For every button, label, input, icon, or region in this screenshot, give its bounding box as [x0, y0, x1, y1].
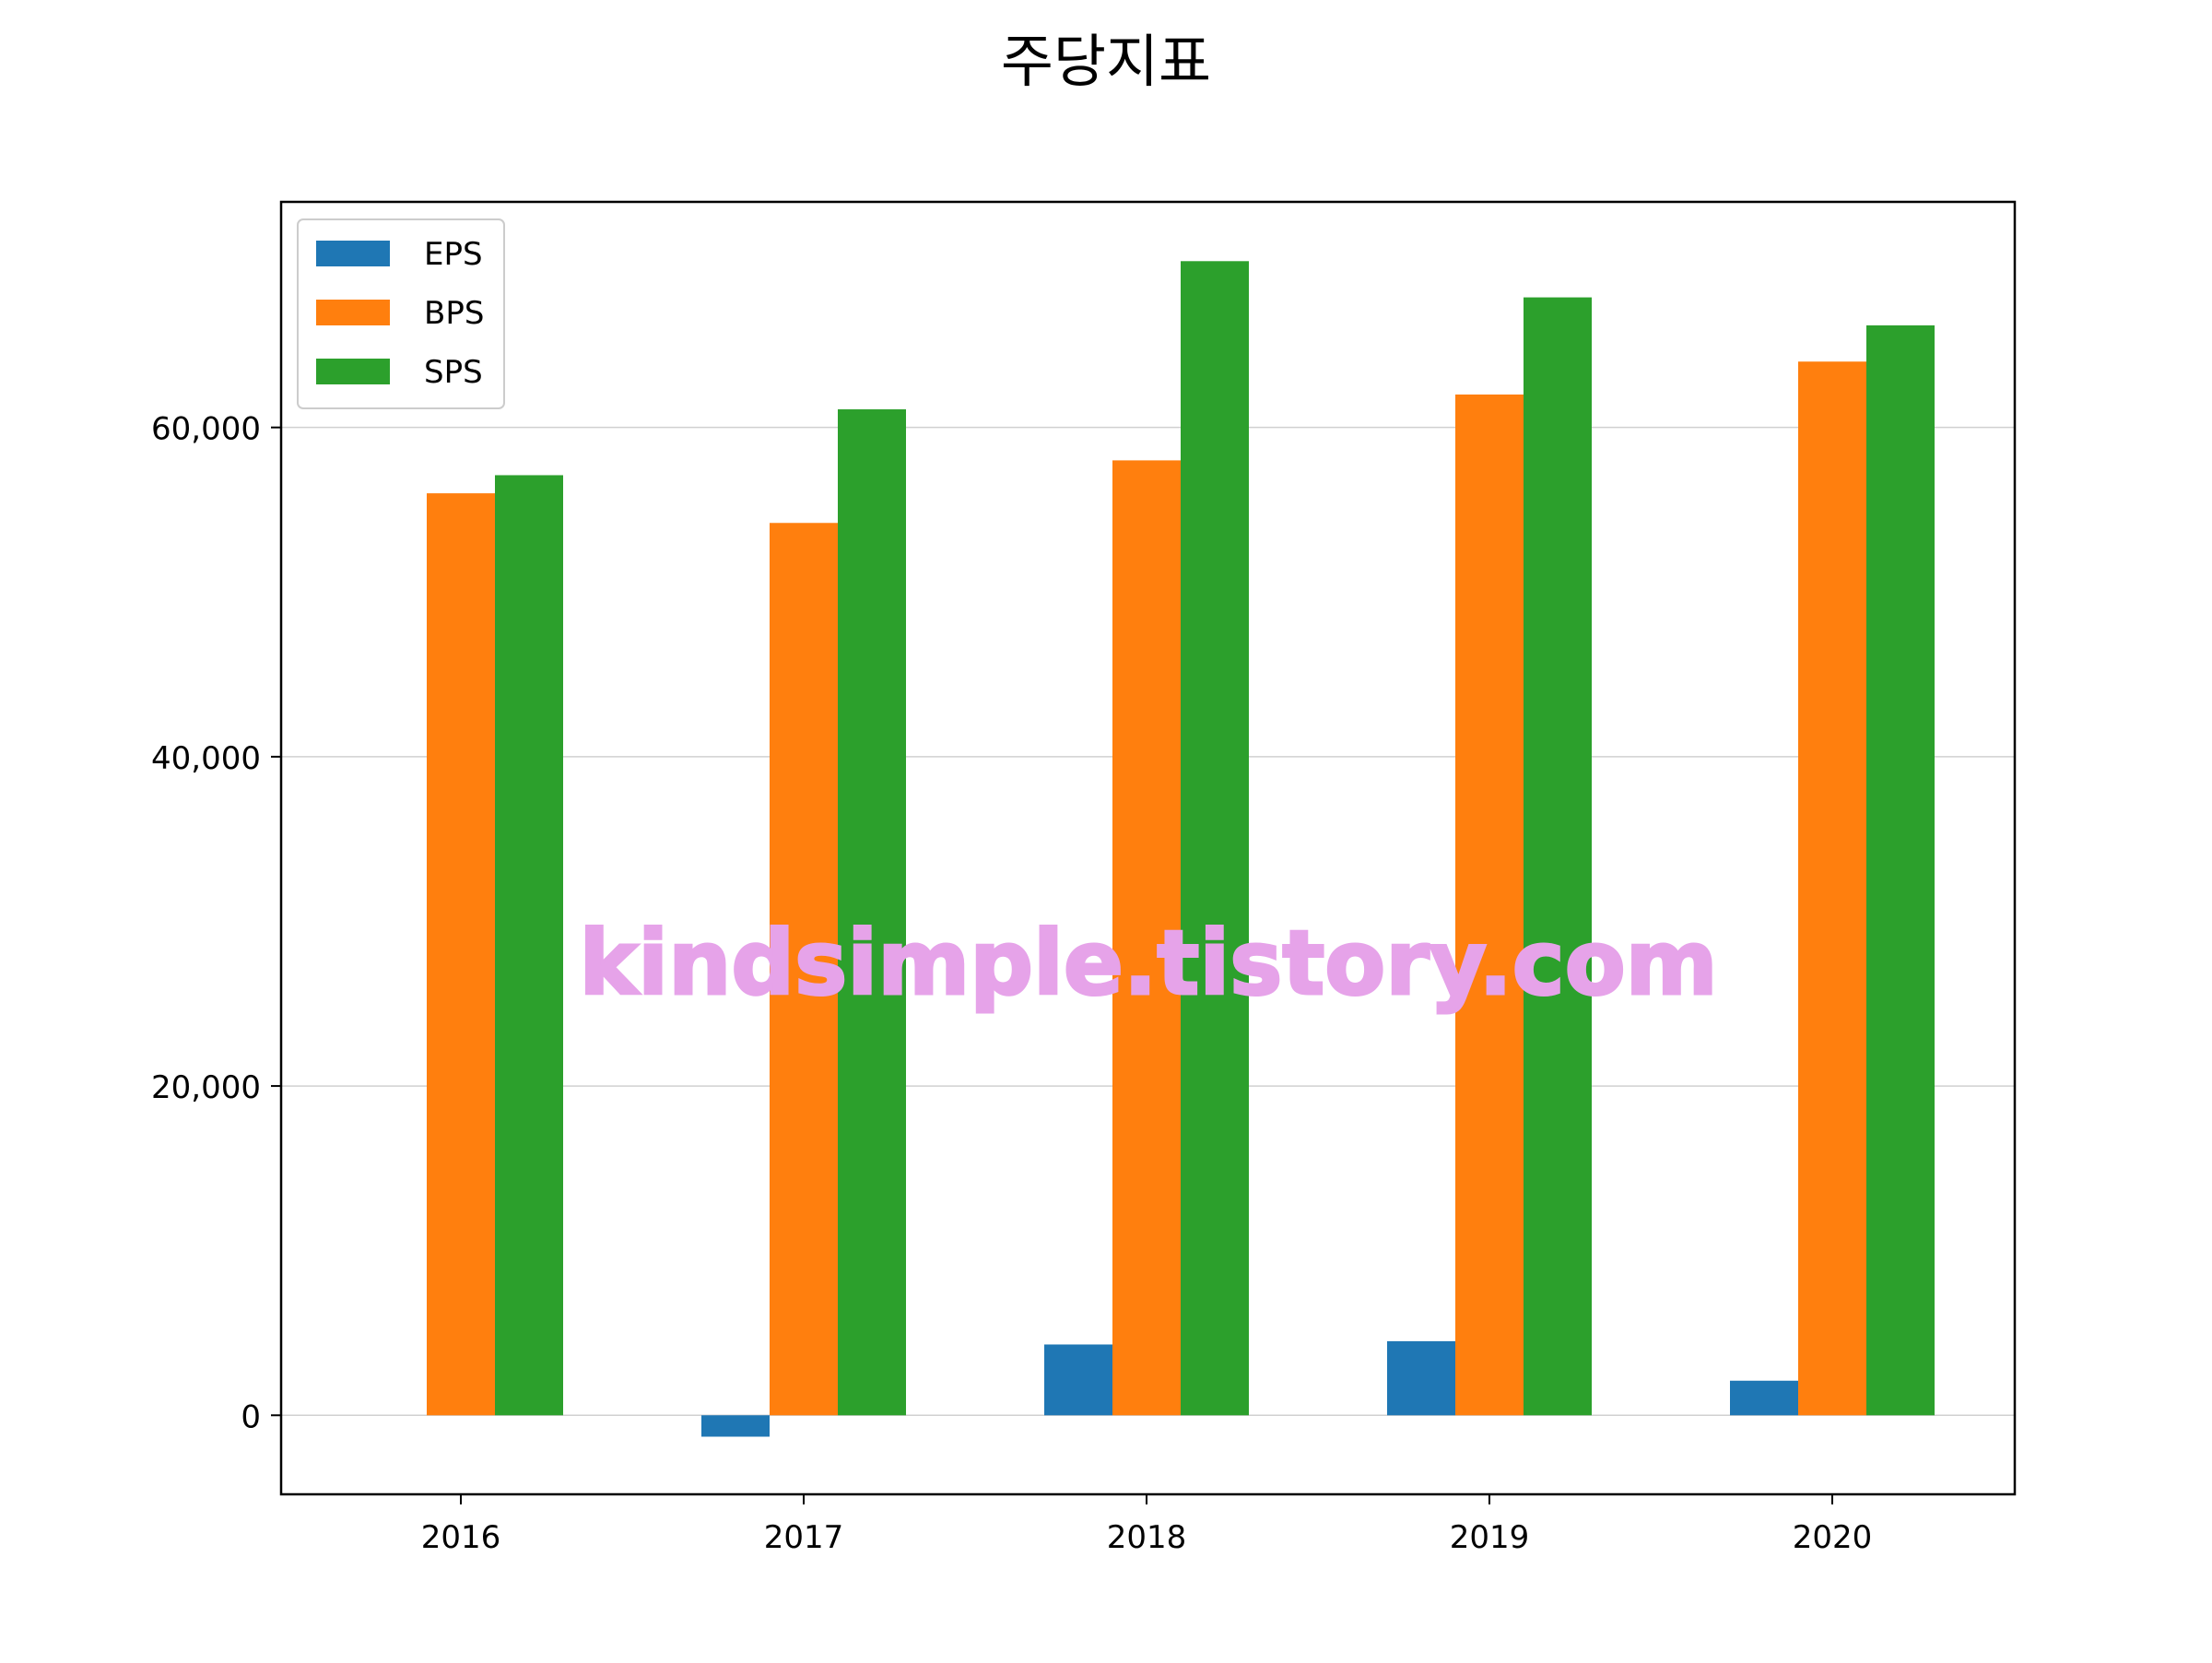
- legend: EPS BPS SPS: [297, 218, 505, 409]
- bar-eps-2018: [1044, 1344, 1112, 1416]
- y-axis: 0 20,000 40,000 60,000: [151, 411, 281, 1435]
- legend-swatch-eps: [316, 241, 390, 266]
- bar-bps-2020: [1798, 361, 1866, 1416]
- plot-frame: [279, 200, 2017, 1496]
- bar-sps-2016: [495, 475, 563, 1416]
- bar-sps-2018: [1181, 261, 1249, 1416]
- bar-bps-2016: [427, 493, 495, 1416]
- chart-title: 주당지표: [1001, 28, 1211, 95]
- bar-bps-2017: [770, 523, 838, 1416]
- watermark-text: kindsimple.tistory.com: [579, 912, 1717, 1015]
- bars: [427, 261, 1935, 1437]
- bar-eps-2020: [1730, 1380, 1798, 1416]
- legend-label-bps: BPS: [424, 295, 484, 332]
- bar-sps-2020: [1866, 324, 1935, 1416]
- legend-label-eps: EPS: [424, 236, 483, 273]
- y-tick-label: 0: [241, 1398, 261, 1435]
- legend-label-sps: SPS: [424, 354, 483, 391]
- bar-sps-2019: [1524, 297, 1592, 1416]
- legend-swatch-bps: [316, 300, 390, 325]
- bar-bps-2019: [1455, 394, 1524, 1416]
- y-tick-label: 60,000: [151, 411, 261, 448]
- y-tick-label: 40,000: [151, 740, 261, 777]
- x-tick-label: 2020: [1793, 1519, 1873, 1556]
- bar-eps-2017: [701, 1415, 770, 1437]
- x-tick-label: 2019: [1450, 1519, 1530, 1556]
- y-tick-label: 20,000: [151, 1069, 261, 1106]
- x-tick-label: 2016: [421, 1519, 501, 1556]
- x-tick-label: 2017: [764, 1519, 844, 1556]
- bar-sps-2017: [838, 409, 906, 1416]
- bar-eps-2019: [1387, 1340, 1455, 1416]
- x-axis: 2016 2017 2018 2019 2020: [421, 1494, 1873, 1556]
- bar-bps-2018: [1112, 460, 1181, 1416]
- legend-swatch-sps: [316, 359, 390, 384]
- x-tick-label: 2018: [1107, 1519, 1187, 1556]
